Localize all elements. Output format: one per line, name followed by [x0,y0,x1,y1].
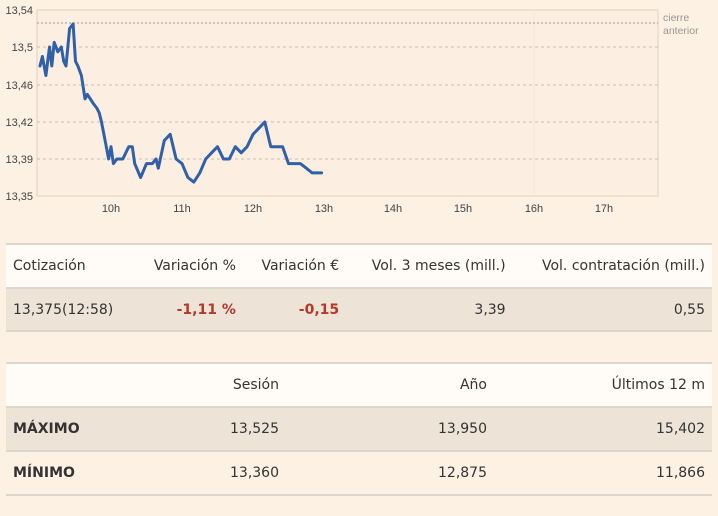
vol-3-meses-value: 3,39 [474,301,506,318]
svg-text:17h: 17h [595,203,613,215]
maximo-sesion: 13,525 [230,421,279,437]
svg-text:10h: 10h [102,203,120,215]
svg-text:16h: 16h [525,203,543,215]
header-variacion-pct: Variación % [153,258,236,274]
svg-text:12h: 12h [244,203,262,215]
svg-text:15h: 15h [454,203,472,215]
minimo-sesion: 13,360 [230,465,279,481]
table-row-minimo: MÍNIMO 13,360 12,875 11,866 [6,451,712,495]
svg-text:13,42: 13,42 [5,117,33,129]
vol-contratacion-value: 0,55 [673,301,705,318]
variacion-eur-value: -0,15 [298,301,340,318]
minimo-ultimos-12m: 11,866 [656,465,705,481]
cotizacion-value: 13,375(12:58) [13,301,114,318]
previous-close-label-1: cierre [663,12,689,24]
header-sesion: Sesión [232,377,279,393]
table-row: 13,375(12:58) -1,11 % -0,15 3,39 0,55 [6,288,712,331]
header-cotizacion: Cotización [13,258,86,274]
maximo-ultimos-12m: 15,402 [656,421,705,437]
table-row-maximo: MÁXIMO 13,525 13,950 15,402 [6,407,712,451]
plot-area [36,9,659,197]
header-ultimos-12m: Últimos 12 m [611,377,705,393]
header-empty [6,363,126,407]
maximo-ano: 13,950 [438,421,487,437]
previous-close-label-2: anterior [663,25,699,37]
header-variacion-eur: Variación € [261,258,340,274]
svg-text:13,54: 13,54 [5,5,33,17]
range-table: Sesión Año Últimos 12 m MÁXIMO 13,525 13… [6,362,712,496]
svg-text:13,46: 13,46 [5,80,33,92]
svg-text:13,39: 13,39 [5,154,33,166]
row-label-maximo: MÁXIMO [13,421,80,437]
variacion-pct-value: -1,11 % [176,301,236,318]
gridlines [37,46,658,160]
price-line [38,22,324,184]
header-vol-3-meses: Vol. 3 meses (mill.) [371,258,506,274]
quote-table: Cotización Variación % Variación € Vol. … [6,243,712,332]
svg-text:14h: 14h [384,203,402,215]
svg-text:13,5: 13,5 [12,42,33,54]
row-label-minimo: MÍNIMO [13,465,75,481]
y-axis-labels: 13,54 13,5 13,46 13,42 13,39 13,35 [5,5,33,203]
header-ano: Año [459,377,487,393]
svg-text:13,35: 13,35 [5,191,33,203]
svg-text:13h: 13h [315,203,333,215]
svg-text:11h: 11h [173,203,191,215]
minimo-ano: 12,875 [438,465,487,481]
x-axis-labels: 10h 11h 12h 13h 14h 15h 16h 17h [102,203,613,215]
header-vol-contratacion: Vol. contratación (mill.) [541,258,705,274]
quote-table-header: Cotización Variación % Variación € Vol. … [6,244,712,288]
range-table-header: Sesión Año Últimos 12 m [6,363,712,407]
